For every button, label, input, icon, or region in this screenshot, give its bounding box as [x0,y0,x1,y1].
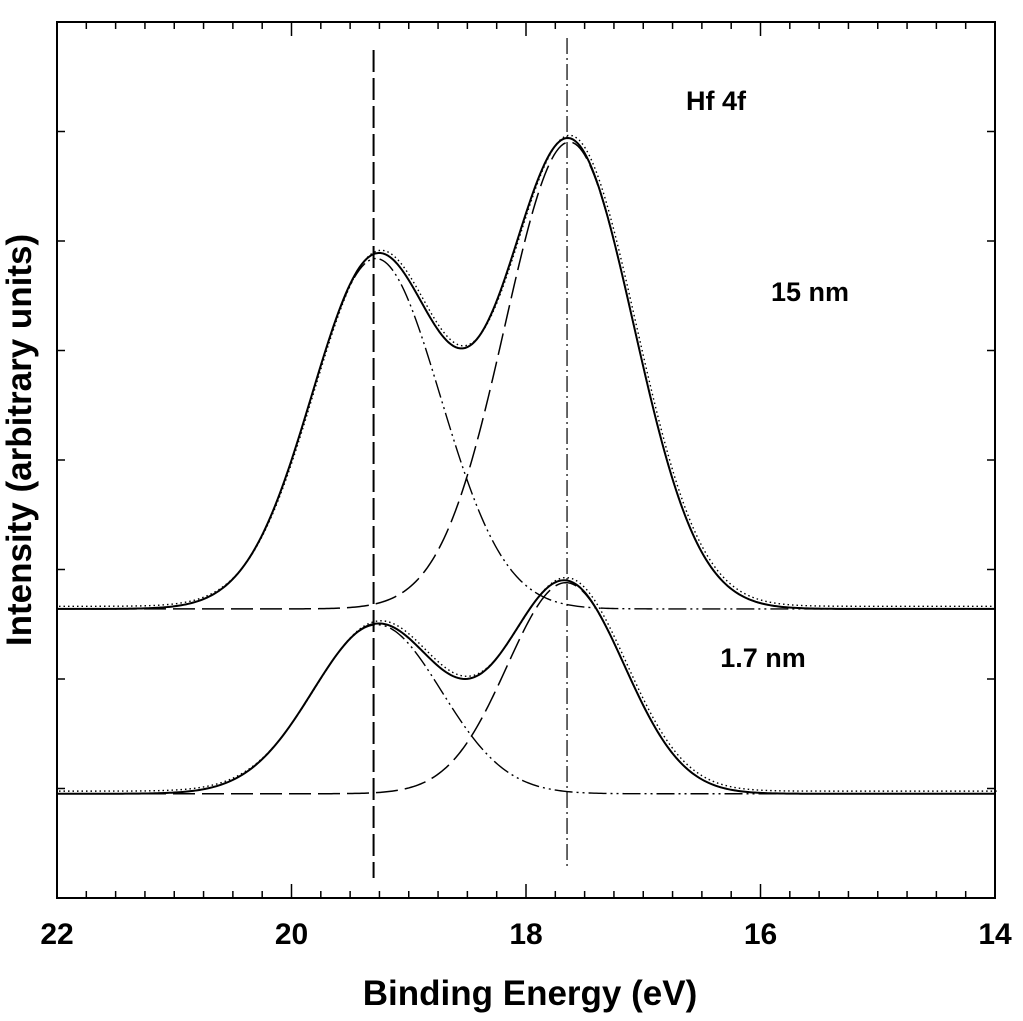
annotation-1-7nm: 1.7 nm [720,643,806,673]
fit-curve-15nm [59,134,997,607]
axis-ticks [56,22,996,898]
annotation-15nm: 15 nm [771,277,849,307]
component-curve-4f52-1-7nm [57,624,995,795]
x-tick-label: 20 [275,918,308,951]
component-curve-4f52-15nm [57,257,995,610]
x-tick-label: 18 [509,918,542,951]
x-tick-label: 16 [744,918,777,951]
x-axis-title: Binding Energy (eV) [363,974,697,1013]
envelope-curve-15nm [57,136,995,610]
x-tick-label: 14 [978,918,1012,951]
reference-lines [372,38,568,878]
spectra-curves [57,134,997,795]
x-tick-labels: 22 20 18 16 14 [40,918,1012,951]
annotation-hf4f: Hf 4f [686,86,747,116]
y-axis-title: Intensity (arbitrary units) [0,234,39,646]
plot-frame [56,21,996,899]
envelope-curve-1-7nm [57,579,995,795]
x-tick-label: 22 [40,918,73,951]
